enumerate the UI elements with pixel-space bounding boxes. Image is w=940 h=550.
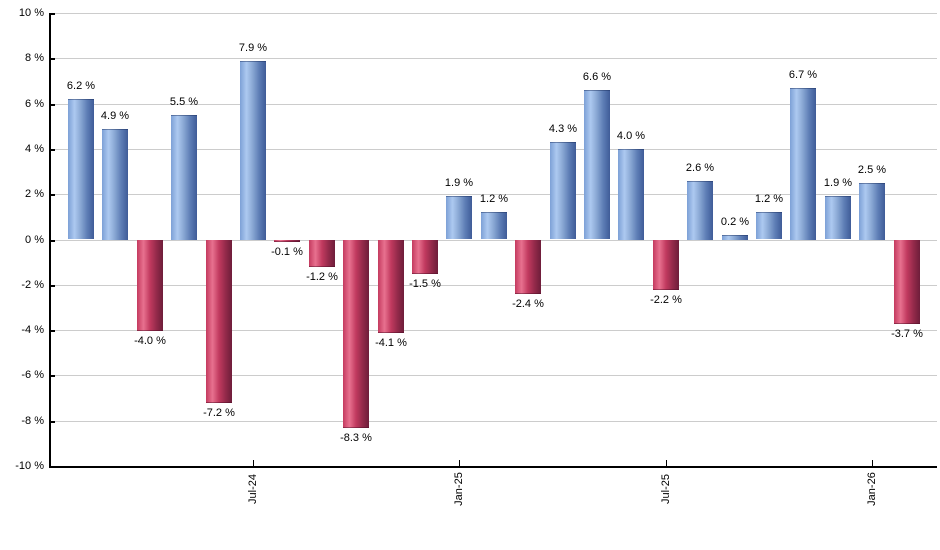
bar-value-label: 0.2 %	[720, 216, 750, 228]
x-axis-tick	[666, 460, 667, 466]
bar-value-label: -7.2 %	[203, 407, 235, 419]
bar	[481, 212, 507, 239]
y-axis-tick-label: 8 %	[25, 52, 44, 64]
y-axis-tick	[51, 285, 55, 287]
y-axis-tick	[51, 149, 55, 151]
y-axis-tick-label: -10 %	[15, 460, 44, 472]
bar	[584, 90, 610, 239]
bar-value-label: -3.7 %	[891, 328, 923, 340]
x-axis-tick-label: Jul-25	[660, 474, 672, 504]
y-axis-tick	[51, 421, 55, 423]
bar-value-label: 2.6 %	[685, 162, 715, 174]
x-axis-tick	[872, 460, 873, 466]
y-axis-tick-label: 4 %	[25, 143, 44, 155]
y-axis-tick	[51, 13, 55, 15]
bar	[137, 240, 163, 331]
bar-value-label: 4.9 %	[100, 110, 130, 122]
bar	[687, 181, 713, 240]
y-axis-tick	[51, 330, 55, 332]
gridline	[51, 330, 937, 331]
y-axis-tick-label: 6 %	[25, 98, 44, 110]
bar	[894, 240, 920, 324]
bar-value-label: -1.2 %	[306, 271, 338, 283]
gridline	[51, 58, 937, 59]
bar-value-label: -4.1 %	[375, 337, 407, 349]
bar-value-label: -2.4 %	[512, 298, 544, 310]
x-axis-tick	[253, 460, 254, 466]
bar	[550, 142, 576, 239]
gridline	[51, 285, 937, 286]
bar-value-label: 6.2 %	[66, 80, 96, 92]
gridline	[51, 149, 937, 150]
bar-value-label: 2.5 %	[857, 164, 887, 176]
gridline	[51, 13, 937, 14]
bar	[790, 88, 816, 240]
bar	[309, 240, 335, 267]
bar-value-label: 1.2 %	[754, 193, 784, 205]
bar	[653, 240, 679, 290]
y-axis-tick	[51, 58, 55, 60]
bar	[343, 240, 369, 428]
y-axis-tick	[51, 194, 55, 196]
bar-value-label: -8.3 %	[340, 432, 372, 444]
gridline	[51, 194, 937, 195]
bar-value-label: 4.3 %	[548, 123, 578, 135]
bar	[515, 240, 541, 294]
bar	[68, 99, 94, 239]
bar-value-label: 6.7 %	[788, 69, 818, 81]
bar-value-label: 6.6 %	[582, 71, 612, 83]
gridline	[51, 240, 937, 241]
bar	[722, 235, 748, 240]
bar	[446, 196, 472, 239]
y-axis-tick-label: 10 %	[18, 7, 44, 19]
bar	[412, 240, 438, 274]
x-axis-tick-label: Jul-24	[247, 474, 259, 504]
gridline	[51, 104, 937, 105]
bar	[274, 240, 300, 242]
y-axis-tick-label: -4 %	[21, 324, 44, 336]
bar-value-label: 1.9 %	[823, 177, 853, 189]
x-axis-tick	[459, 460, 460, 466]
y-axis-tick	[51, 104, 55, 106]
bar-value-label: -1.5 %	[409, 278, 441, 290]
bar-value-label: 7.9 %	[238, 42, 268, 54]
bar	[756, 212, 782, 239]
bar-value-label: 1.9 %	[444, 177, 474, 189]
bar	[618, 149, 644, 240]
y-axis-tick-label: 2 %	[25, 188, 44, 200]
bar	[825, 196, 851, 239]
bar	[859, 183, 885, 240]
x-axis-tick-label: Jan-25	[453, 472, 465, 506]
bar-value-label: 1.2 %	[479, 193, 509, 205]
bar-value-label: 5.5 %	[169, 96, 199, 108]
bar	[171, 115, 197, 240]
y-axis-tick-label: -8 %	[21, 415, 44, 427]
y-axis-tick	[51, 240, 55, 242]
y-axis-tick-label: -2 %	[21, 279, 44, 291]
bar-value-label: -0.1 %	[271, 246, 303, 258]
x-axis-line	[49, 466, 937, 468]
bar-value-label: 4.0 %	[616, 130, 646, 142]
y-axis-tick-label: 0 %	[25, 234, 44, 246]
y-axis-tick-label: -6 %	[21, 369, 44, 381]
y-axis-line	[49, 13, 51, 468]
gridline	[51, 375, 937, 376]
bar	[240, 61, 266, 240]
bar-value-label: -2.2 %	[650, 294, 682, 306]
y-axis-tick	[51, 375, 55, 377]
x-axis-tick-label: Jan-26	[866, 472, 878, 506]
gridline	[51, 421, 937, 422]
bar	[206, 240, 232, 403]
bar	[102, 129, 128, 240]
bar	[378, 240, 404, 333]
bar-value-label: -4.0 %	[134, 335, 166, 347]
